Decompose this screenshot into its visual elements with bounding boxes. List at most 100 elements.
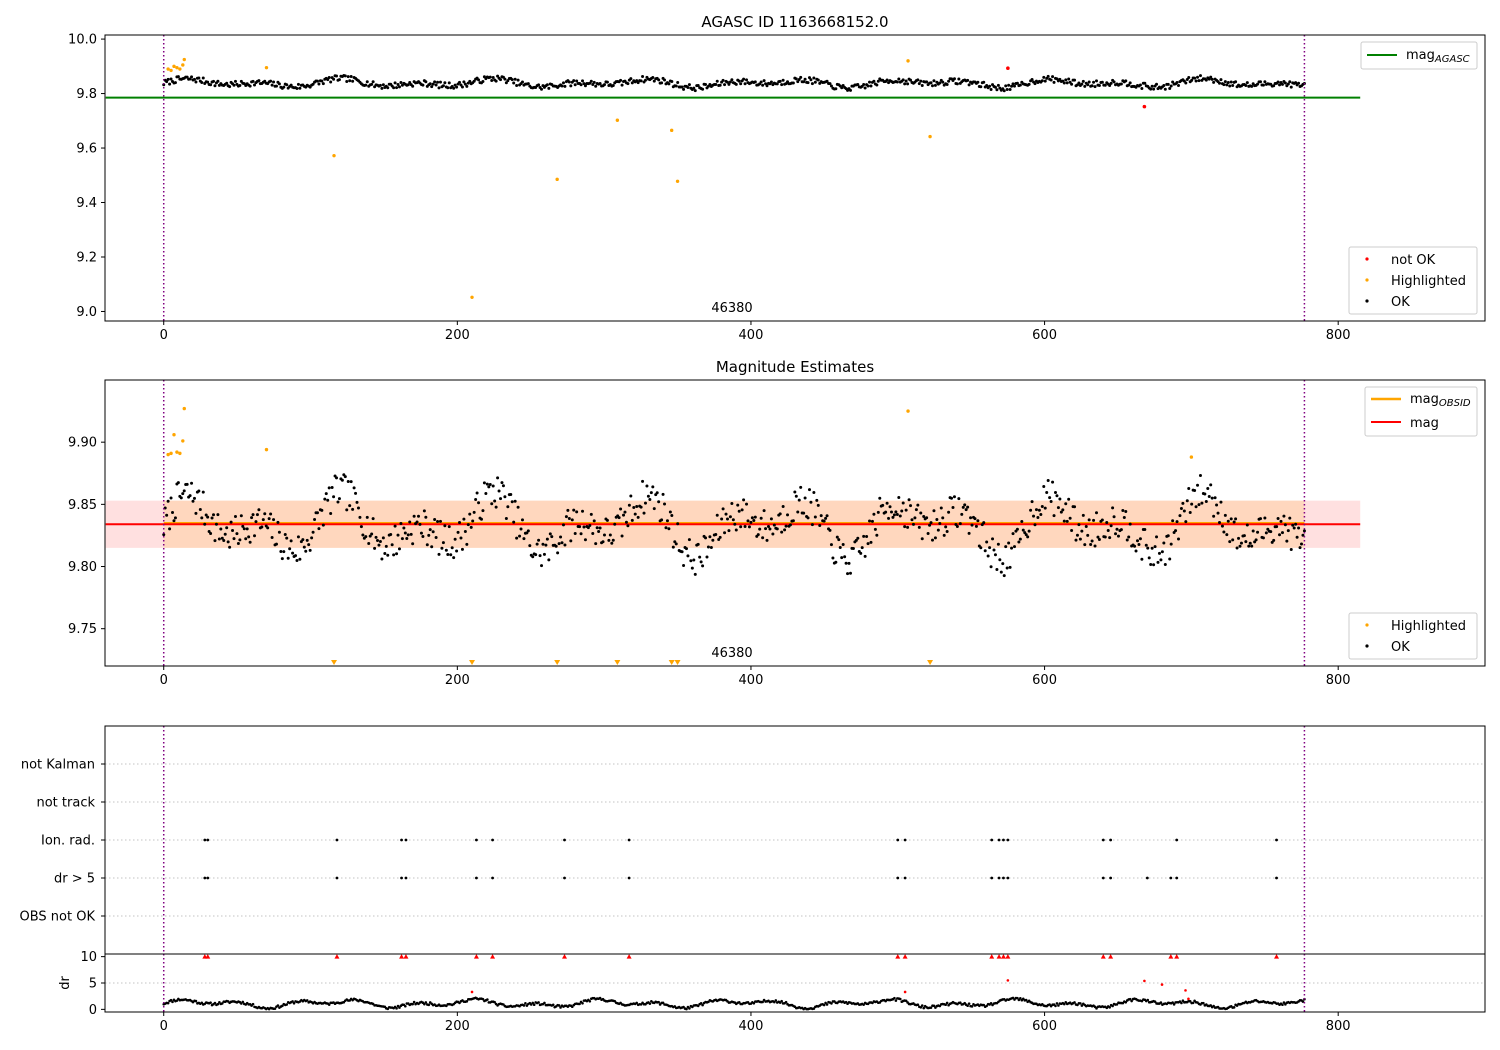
ok-point — [1150, 84, 1154, 88]
ok-point — [731, 518, 735, 522]
ok-point — [1248, 541, 1252, 545]
ok-point — [392, 86, 396, 90]
ok-point — [1168, 557, 1172, 561]
ok-point — [1269, 530, 1273, 534]
ok-point — [231, 528, 235, 532]
ok-point — [750, 516, 754, 520]
ok-point — [947, 79, 951, 83]
ok-point — [298, 557, 302, 561]
panel1-legend-lower: not OK Highlighted OK — [1348, 246, 1478, 315]
highlighted-point — [178, 451, 182, 456]
ok-point — [690, 566, 694, 570]
legend-highlighted: Highlighted — [1391, 274, 1466, 289]
ok-point — [351, 79, 355, 83]
ok-point — [636, 515, 640, 519]
highlighted-point — [906, 409, 910, 413]
ok-point — [992, 548, 996, 552]
ok-point — [837, 538, 841, 542]
ok-point — [381, 83, 385, 87]
ok-point — [503, 77, 507, 81]
ok-point — [544, 543, 548, 547]
dr-point — [985, 1004, 988, 1008]
dr-point — [292, 1001, 296, 1005]
ok-point — [1238, 544, 1242, 548]
ok-point — [1012, 545, 1016, 549]
ok-point — [1124, 510, 1128, 514]
dr-point — [1079, 1002, 1082, 1005]
ok-point — [721, 78, 725, 82]
ok-point — [1084, 524, 1088, 528]
ion-rad-flag — [206, 838, 210, 842]
dr-point — [427, 1003, 431, 1007]
dr-point — [273, 1007, 277, 1010]
ok-point — [169, 496, 173, 500]
ok-point — [928, 523, 932, 527]
ok-point — [746, 519, 750, 523]
ok-point — [349, 480, 353, 484]
ok-point — [1301, 533, 1305, 537]
ok-point — [270, 536, 274, 540]
ok-point — [680, 550, 684, 554]
panel2-title: Magnitude Estimates — [716, 358, 874, 376]
ok-point — [1087, 518, 1091, 522]
ok-point — [1157, 551, 1161, 555]
dr-capped-marker — [334, 954, 340, 959]
ok-point — [209, 83, 213, 87]
highlighted-point — [169, 451, 173, 456]
ok-point — [1109, 81, 1113, 85]
ok-point — [834, 560, 838, 564]
ok-point — [238, 538, 242, 542]
ok-point — [1276, 516, 1280, 520]
ok-point — [906, 82, 910, 86]
dr-point — [780, 999, 783, 1003]
ok-point — [1086, 83, 1090, 87]
ok-point — [377, 543, 381, 547]
ion-rad-flag — [563, 838, 566, 842]
ok-point — [930, 84, 934, 88]
ok-point — [667, 527, 671, 531]
ok-point — [550, 535, 554, 539]
p4-ytick-label: 0 — [89, 1003, 97, 1018]
ok-point — [1206, 487, 1210, 491]
ok-point — [586, 526, 590, 530]
ok-point — [1231, 84, 1235, 88]
ok-point — [919, 511, 923, 515]
ok-point — [1112, 515, 1116, 519]
ok-point — [723, 83, 727, 87]
ok-point — [1225, 83, 1229, 87]
ok-point — [200, 80, 204, 84]
ok-point — [651, 75, 655, 79]
dr-point — [929, 1006, 933, 1009]
ok-point — [188, 494, 192, 498]
ok-point — [1048, 496, 1052, 500]
ok-point — [955, 82, 959, 86]
ok-point — [354, 491, 358, 495]
ok-point — [176, 481, 180, 485]
below-range-marker — [668, 660, 675, 665]
dr-point — [537, 1001, 540, 1004]
dr-point — [1108, 1006, 1111, 1009]
ok-point — [1024, 533, 1028, 537]
ok-point — [285, 83, 289, 87]
ok-point — [932, 79, 936, 83]
dr-point — [1057, 1004, 1060, 1007]
dr-gt5-flag — [1006, 876, 1010, 880]
ok-point — [1083, 543, 1087, 547]
ok-point — [212, 79, 216, 83]
p1-ytick-label: 10.0 — [68, 33, 97, 48]
ok-point — [737, 509, 741, 513]
ok-point — [1127, 83, 1131, 87]
ok-point — [535, 542, 539, 546]
below-range-marker — [554, 660, 561, 665]
ok-point — [1181, 501, 1185, 505]
ok-point — [209, 532, 213, 536]
ok-point — [938, 521, 942, 525]
ok-point — [648, 497, 652, 501]
ok-point — [201, 490, 205, 494]
ok-point — [481, 79, 485, 83]
dr-point — [305, 999, 309, 1002]
ok-point — [1052, 514, 1056, 518]
ok-point — [1263, 80, 1267, 84]
ok-point — [499, 497, 503, 501]
ok-point — [276, 520, 280, 524]
